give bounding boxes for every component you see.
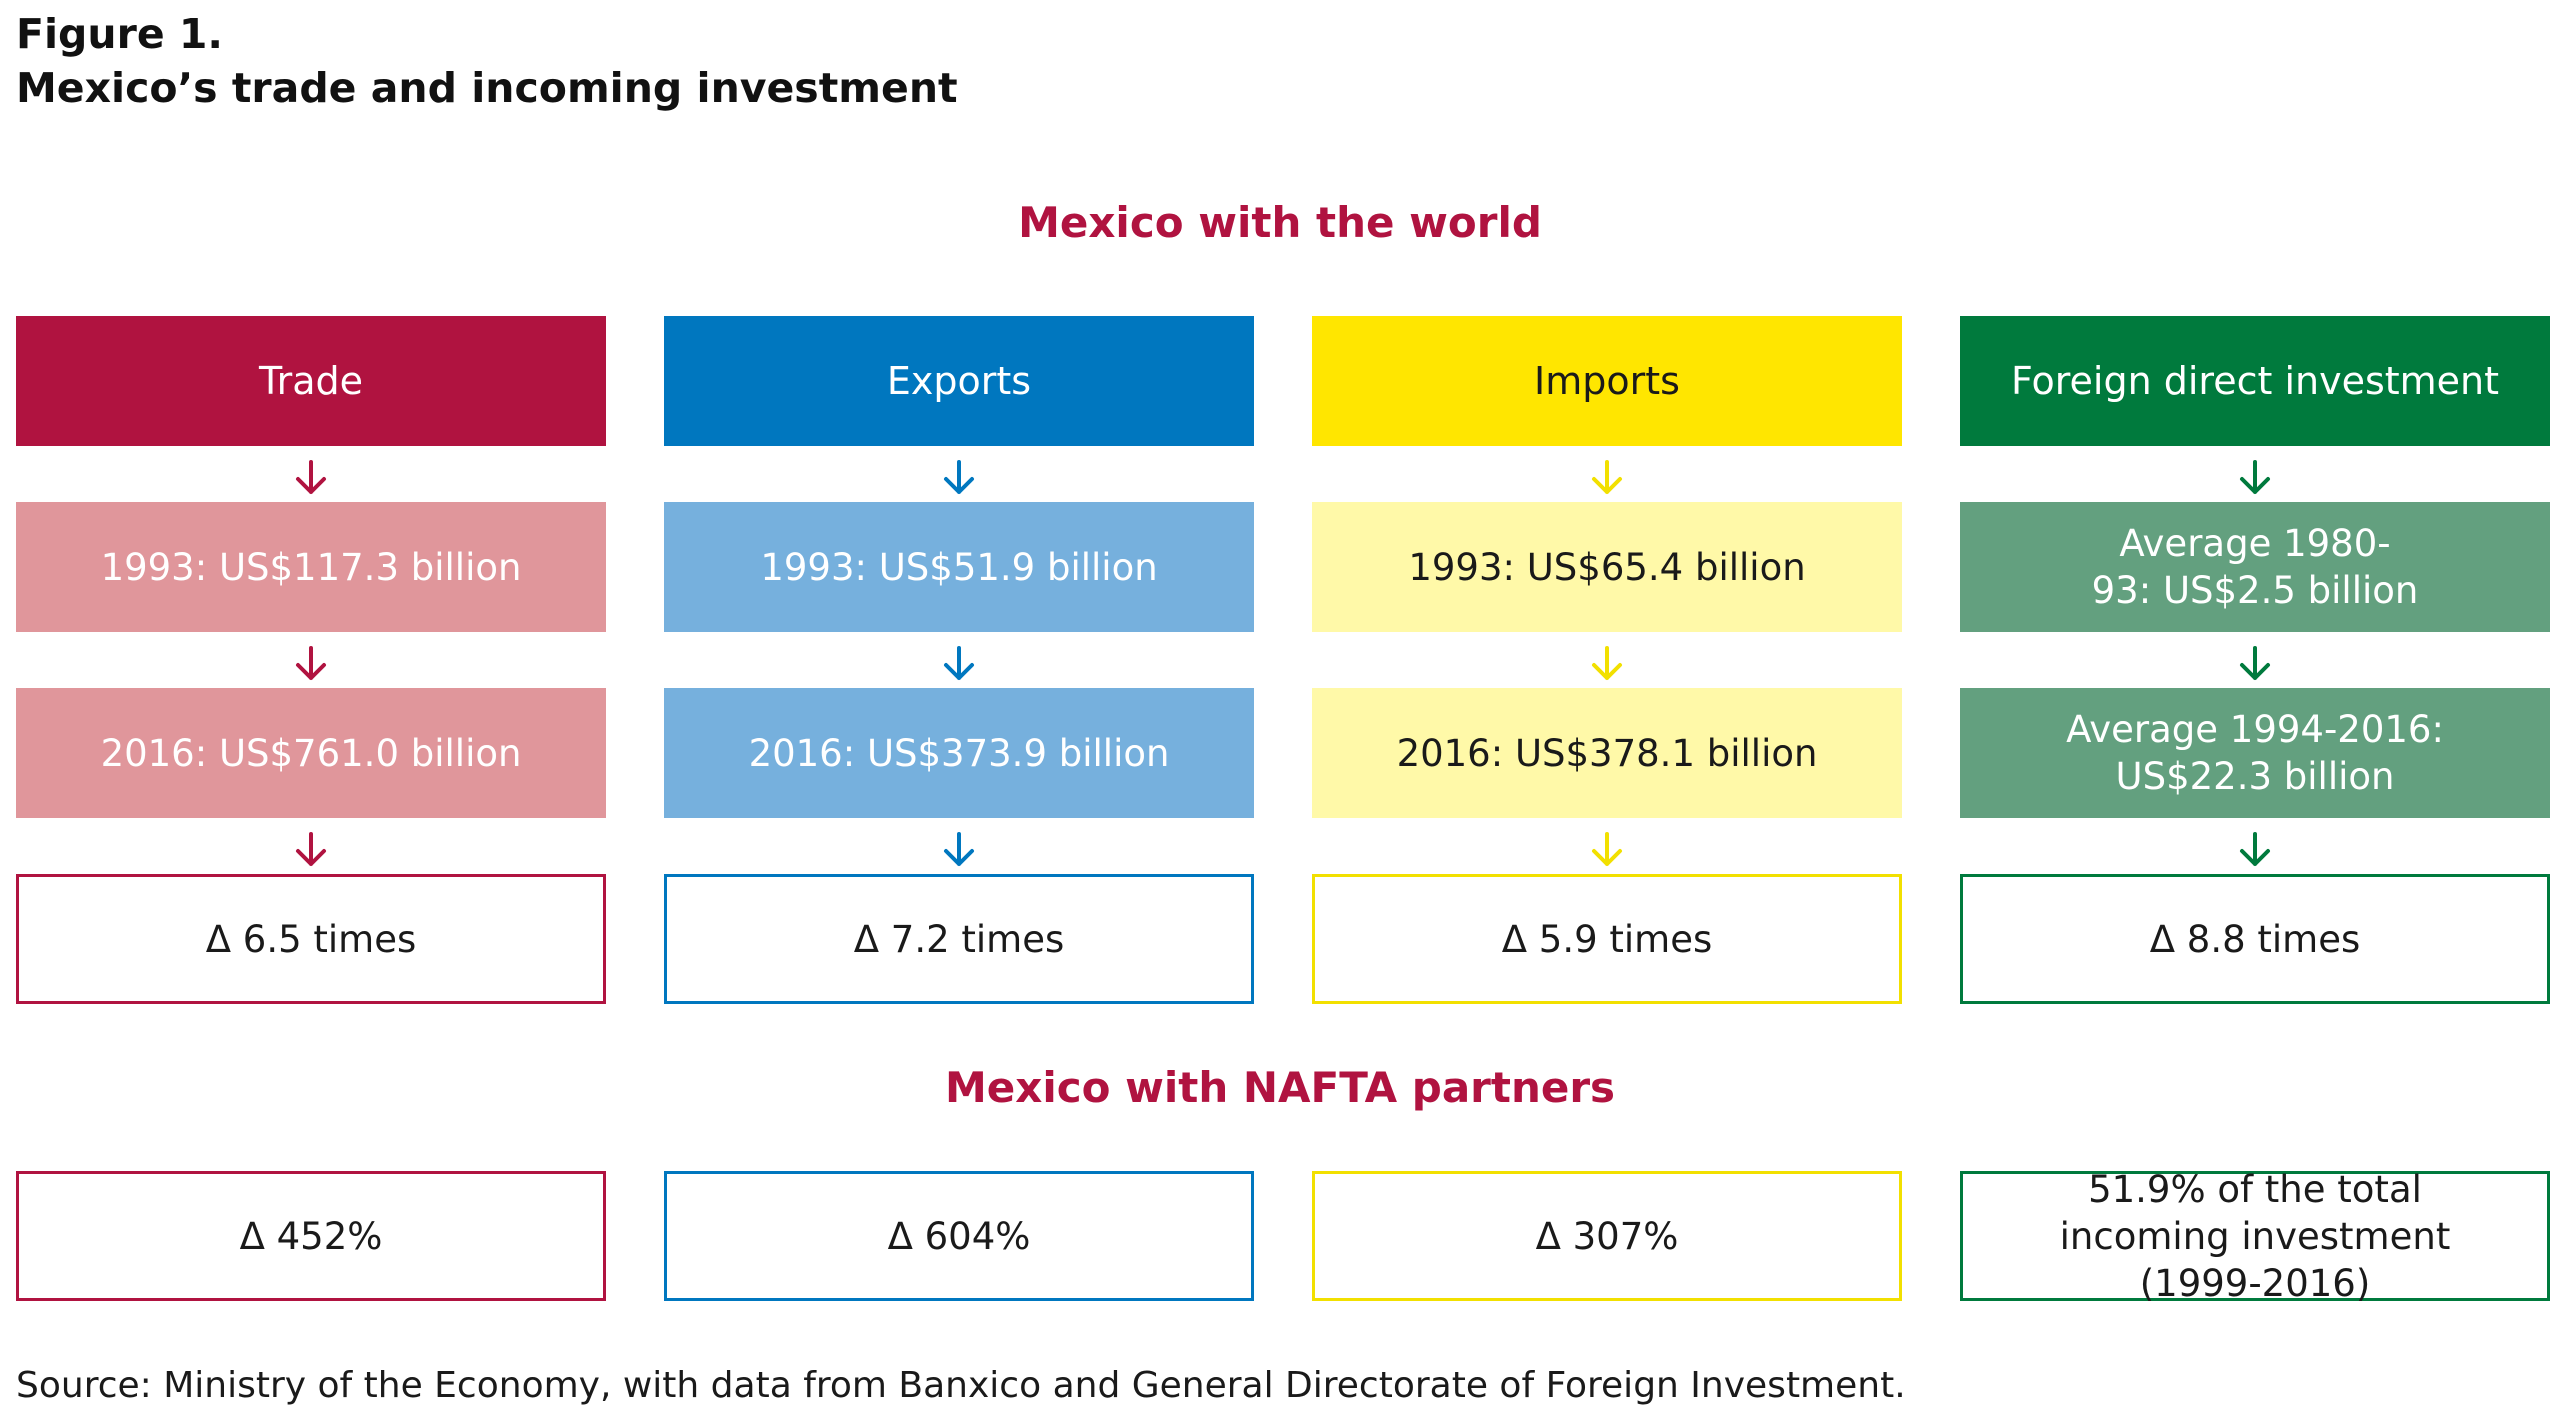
delta-box-fdi: Δ 8.8 times: [1960, 874, 2550, 1004]
down-arrow-icon: [2240, 832, 2270, 866]
delta-box-exports: Δ 7.2 times: [664, 874, 1254, 1004]
nafta-box-trade: Δ 452%: [16, 1171, 606, 1301]
value-1993-imports: 1993: US$65.4 billion: [1312, 502, 1902, 632]
down-arrow-icon: [2240, 460, 2270, 494]
figure-title: Mexico’s trade and incoming investment: [16, 64, 958, 112]
header-exports: Exports: [664, 316, 1254, 446]
value-2016-fdi-text: Average 1994-2016: US$22.3 billion: [2066, 708, 2444, 798]
down-arrow-icon: [1592, 460, 1622, 494]
value-2016-trade: 2016: US$761.0 billion: [16, 688, 606, 818]
down-arrow-icon: [296, 832, 326, 866]
column-fdi: Foreign direct investment Average 1980-9…: [1960, 0, 2550, 1417]
nafta-box-fdi: 51.9% of the total incoming investment (…: [1960, 1168, 2550, 1305]
down-arrow-icon: [944, 646, 974, 680]
down-arrow-icon: [944, 832, 974, 866]
delta-box-imports: Δ 5.9 times: [1312, 874, 1902, 1004]
value-1993-fdi-text: Average 1980-93: US$2.5 billion: [2091, 522, 2419, 612]
value-1993-trade: 1993: US$117.3 billion: [16, 502, 606, 632]
figure-label: Figure 1.: [16, 10, 224, 58]
value-1993-fdi: Average 1980-93: US$2.5 billion: [1960, 502, 2550, 632]
nafta-box-imports: Δ 307%: [1312, 1171, 1902, 1301]
column-trade: Trade 1993: US$117.3 billion 2016: US$76…: [16, 0, 606, 1417]
down-arrow-icon: [296, 460, 326, 494]
value-2016-exports: 2016: US$373.9 billion: [664, 688, 1254, 818]
column-exports: Exports 1993: US$51.9 billion 2016: US$3…: [664, 0, 1254, 1417]
header-trade: Trade: [16, 316, 606, 446]
down-arrow-icon: [296, 646, 326, 680]
header-fdi: Foreign direct investment: [1960, 316, 2550, 446]
value-2016-imports: 2016: US$378.1 billion: [1312, 688, 1902, 818]
value-2016-fdi: Average 1994-2016: US$22.3 billion: [1960, 688, 2550, 818]
header-imports: Imports: [1312, 316, 1902, 446]
column-imports: Imports 1993: US$65.4 billion 2016: US$3…: [1312, 0, 1902, 1417]
nafta-box-exports: Δ 604%: [664, 1171, 1254, 1301]
source-note: Source: Ministry of the Economy, with da…: [16, 1365, 1906, 1406]
section-title-world: Mexico with the world: [1018, 198, 1542, 247]
nafta-box-fdi-text: 51.9% of the total incoming investment (…: [2059, 1167, 2451, 1305]
value-1993-exports: 1993: US$51.9 billion: [664, 502, 1254, 632]
down-arrow-icon: [2240, 646, 2270, 680]
down-arrow-icon: [1592, 646, 1622, 680]
delta-box-trade: Δ 6.5 times: [16, 874, 606, 1004]
down-arrow-icon: [944, 460, 974, 494]
down-arrow-icon: [1592, 832, 1622, 866]
section-title-nafta: Mexico with NAFTA partners: [944, 1063, 1616, 1112]
